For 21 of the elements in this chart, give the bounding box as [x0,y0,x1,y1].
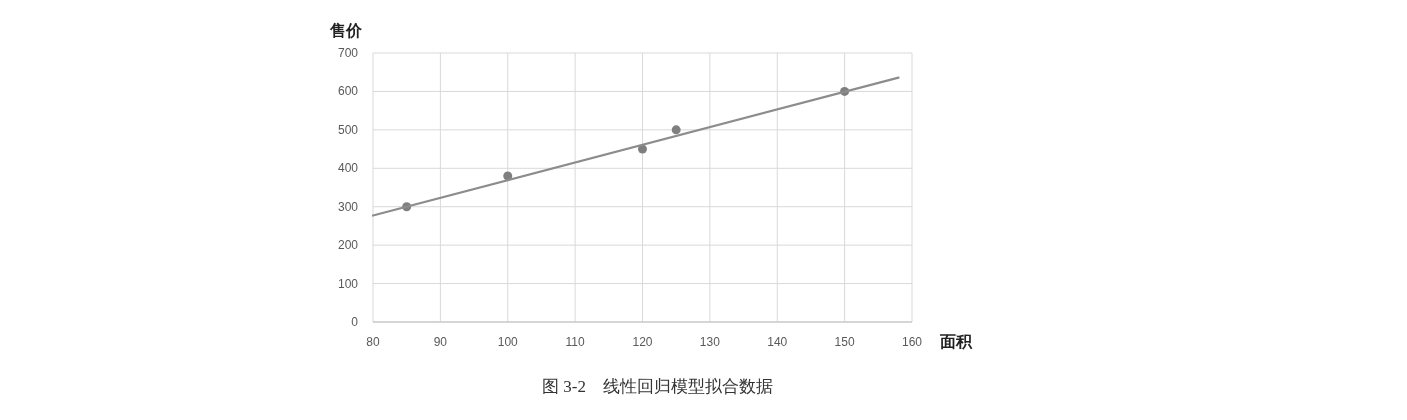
y-tick-label: 0 [351,315,359,329]
x-tick-label: 130 [699,335,721,349]
y-axis-title: 售价 [329,22,363,39]
y-tick-label: 400 [337,161,359,176]
caption: 图 3-2 线性回归模型拟合数据 [542,377,773,396]
x-tick-label: 80 [366,335,380,349]
x-tick-label: 160 [901,335,923,349]
y-tick-label: 700 [337,46,359,60]
x-tick-label: 90 [433,335,448,349]
x-tick-label: 150 [834,335,855,349]
y-tick-label: 200 [337,238,359,253]
x-axis-title: 面积 [939,333,973,350]
x-tick-label: 140 [767,335,788,349]
x-tick-label: 100 [497,335,519,349]
x-tick-label: 110 [565,335,586,349]
y-tick-label: 500 [337,122,359,137]
y-tick-label: 600 [337,84,359,99]
point [671,125,681,135]
y-tick-label: 100 [337,276,359,291]
x-tick-label: 120 [632,335,653,349]
y-tick-label: 300 [337,199,359,214]
